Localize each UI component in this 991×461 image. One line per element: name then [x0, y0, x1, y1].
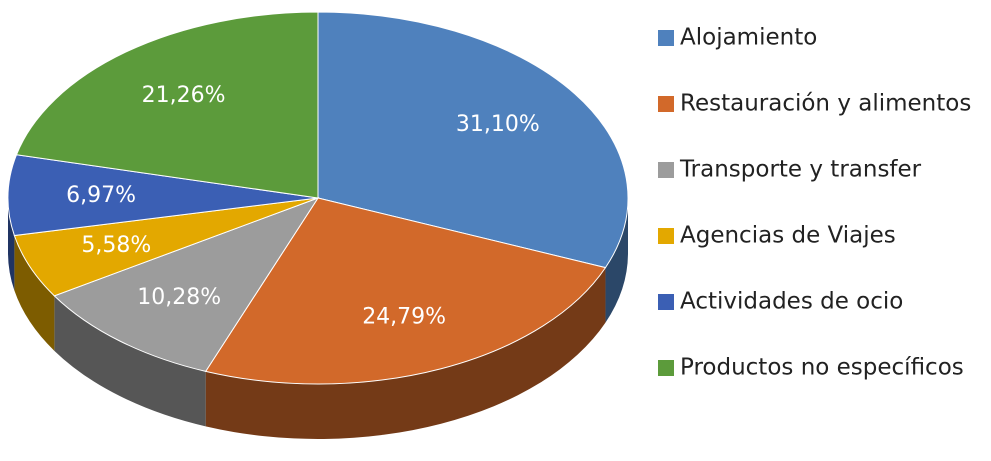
- legend-label: Transporte y transfer: [679, 157, 922, 183]
- data-label: 10,28%: [137, 285, 221, 310]
- slice: [317, 11, 629, 269]
- data-label: 5,58%: [81, 233, 151, 258]
- legend-swatch: [658, 228, 674, 244]
- slice-side: [14, 235, 55, 351]
- legend-swatch: [658, 162, 674, 178]
- legend-label: Restauración y alimentos: [680, 91, 971, 117]
- legend-swatch: [658, 30, 674, 46]
- legend-label: Actividades de ocio: [680, 289, 903, 315]
- slice: [7, 154, 319, 237]
- data-label: 31,10%: [456, 112, 540, 137]
- slice-side: [54, 295, 206, 427]
- data-label: 6,97%: [66, 183, 136, 208]
- data-label: 21,26%: [142, 83, 226, 108]
- slice-side: [605, 198, 628, 323]
- legend-swatch: [658, 294, 674, 310]
- legend-swatch: [658, 96, 674, 112]
- slice-side: [205, 267, 606, 439]
- slice: [53, 197, 320, 372]
- slice: [15, 11, 319, 199]
- legend-label: Alojamiento: [680, 25, 817, 51]
- data-label: 24,79%: [362, 305, 446, 330]
- legend-label: Agencias de Viajes: [680, 223, 896, 249]
- legend-label: Productos no específicos: [680, 355, 964, 381]
- legend-swatch: [658, 360, 674, 376]
- slice: [204, 197, 607, 385]
- slice-side: [8, 198, 15, 291]
